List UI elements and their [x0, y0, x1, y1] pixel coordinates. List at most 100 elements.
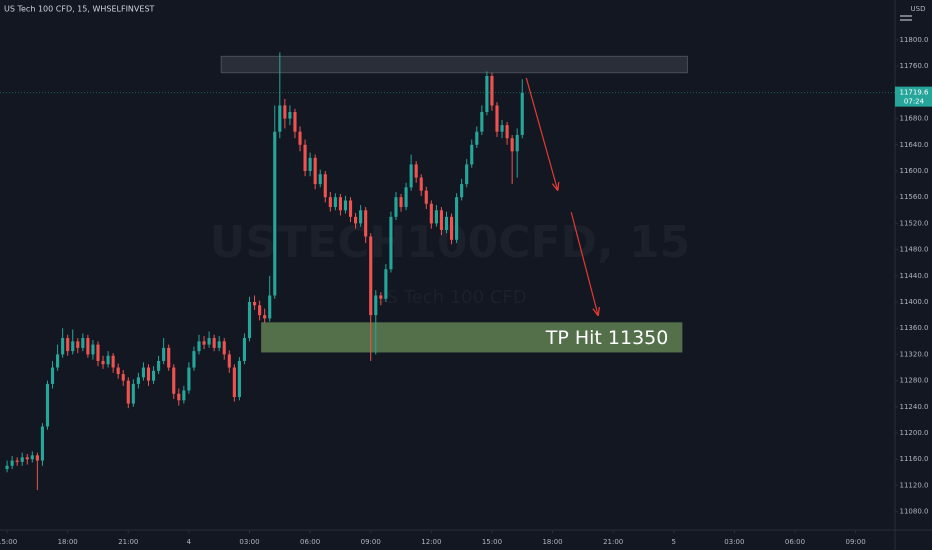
candle-body — [40, 426, 44, 461]
x-tick-label: 06:00 — [785, 538, 805, 546]
candle-body — [5, 465, 9, 470]
candle-body — [313, 157, 317, 185]
candle-body — [495, 105, 499, 132]
candle-body — [429, 203, 433, 224]
x-tick-label: 18:00 — [542, 538, 562, 546]
x-tick-label: 15:00 — [0, 538, 17, 546]
candle-body — [242, 338, 247, 361]
candle-body — [96, 344, 100, 361]
candle-body — [136, 377, 140, 384]
candle-body — [414, 164, 418, 178]
candle-body — [444, 216, 449, 230]
candle-body — [293, 112, 297, 132]
candle-body — [333, 197, 337, 208]
candle-body — [35, 455, 39, 461]
candle-body — [379, 295, 383, 299]
x-tick-label: 4 — [187, 538, 192, 546]
y-tick-label: 11080.0 — [900, 508, 929, 516]
candle-body — [449, 216, 454, 240]
candle-body — [323, 174, 327, 198]
candle-body — [520, 92, 524, 135]
candle-body — [15, 460, 19, 462]
arrow — [570, 212, 598, 315]
candle-body — [455, 197, 459, 240]
x-tick-label: 09:00 — [361, 538, 381, 546]
candle-body — [101, 360, 105, 365]
y-tick-label: 11120.0 — [900, 481, 929, 489]
candle-body — [404, 187, 408, 208]
candle-body — [439, 210, 444, 230]
candle-body — [424, 190, 428, 204]
x-tick-label: 21:00 — [603, 538, 623, 546]
candle-body — [111, 355, 115, 368]
x-tick-label: 15:00 — [482, 538, 502, 546]
candle-body — [202, 341, 206, 345]
candle-body — [151, 370, 156, 381]
x-tick-label: 21:00 — [118, 538, 138, 546]
candle-body — [338, 197, 342, 211]
candle-body — [318, 174, 322, 185]
y-tick-label: 11800.0 — [900, 36, 929, 44]
y-tick-label: 11160.0 — [900, 455, 929, 463]
candle-body — [141, 367, 146, 378]
candle-body — [71, 341, 75, 352]
candle-body — [434, 210, 438, 224]
candle-body — [247, 302, 252, 339]
candle-body — [157, 360, 161, 371]
candle-body — [480, 112, 484, 132]
candle-body — [288, 112, 292, 119]
x-tick-label: 03:00 — [724, 538, 744, 546]
zone-label: TP Hit 11350 — [545, 327, 669, 349]
candle-body — [369, 236, 373, 316]
candle-body — [278, 105, 282, 132]
candle-body — [485, 75, 489, 113]
arrow — [525, 77, 557, 190]
zone — [261, 322, 683, 353]
candle-body — [66, 338, 70, 352]
candle-body — [510, 138, 514, 152]
y-tick-label: 11360.0 — [900, 324, 929, 332]
candle-body — [389, 216, 393, 270]
candle-body — [232, 367, 236, 398]
countdown: 07:24 — [904, 98, 925, 106]
y-tick-label: 11200.0 — [900, 429, 929, 437]
candle-body — [460, 184, 464, 198]
x-tick-label: 06:00 — [300, 538, 320, 546]
candle-body — [359, 210, 363, 224]
menu-icon[interactable] — [900, 15, 912, 17]
y-tick-label: 11520.0 — [900, 219, 929, 227]
candle-body — [283, 105, 287, 119]
y-tick-label: 11760.0 — [900, 62, 929, 70]
candle-body — [348, 200, 353, 217]
candle-body — [374, 295, 378, 316]
y-tick-label: 11440.0 — [900, 272, 929, 280]
candle-body — [25, 457, 29, 460]
watermark-subtitle: US Tech 100 CFD — [373, 287, 526, 308]
candle-body — [56, 354, 60, 368]
candle-body — [76, 341, 80, 348]
candle-body — [308, 157, 312, 171]
candle-body — [470, 144, 474, 165]
y-tick-label: 11680.0 — [900, 115, 929, 123]
y-tick-label: 11400.0 — [900, 298, 929, 306]
candle-body — [131, 383, 135, 404]
candle-body — [515, 134, 519, 152]
y-tick-label: 11480.0 — [900, 246, 929, 254]
y-tick-label: 11280.0 — [900, 377, 929, 385]
last-price-box — [895, 86, 932, 107]
candle-body — [500, 125, 504, 132]
x-tick-label: 12:00 — [421, 538, 441, 546]
menu-icon[interactable] — [900, 19, 912, 21]
candle-body — [328, 197, 332, 208]
candle-body — [343, 200, 348, 211]
candle-body — [30, 455, 34, 460]
candle-body — [419, 177, 423, 191]
candle-body — [258, 305, 262, 316]
candle-body — [106, 355, 110, 365]
candle-body — [394, 197, 398, 217]
candle-body — [116, 367, 120, 375]
candle-body — [20, 457, 24, 462]
chart-title: US Tech 100 CFD, 15, WHSELFINVEST — [4, 5, 155, 14]
candle-body — [217, 341, 221, 348]
